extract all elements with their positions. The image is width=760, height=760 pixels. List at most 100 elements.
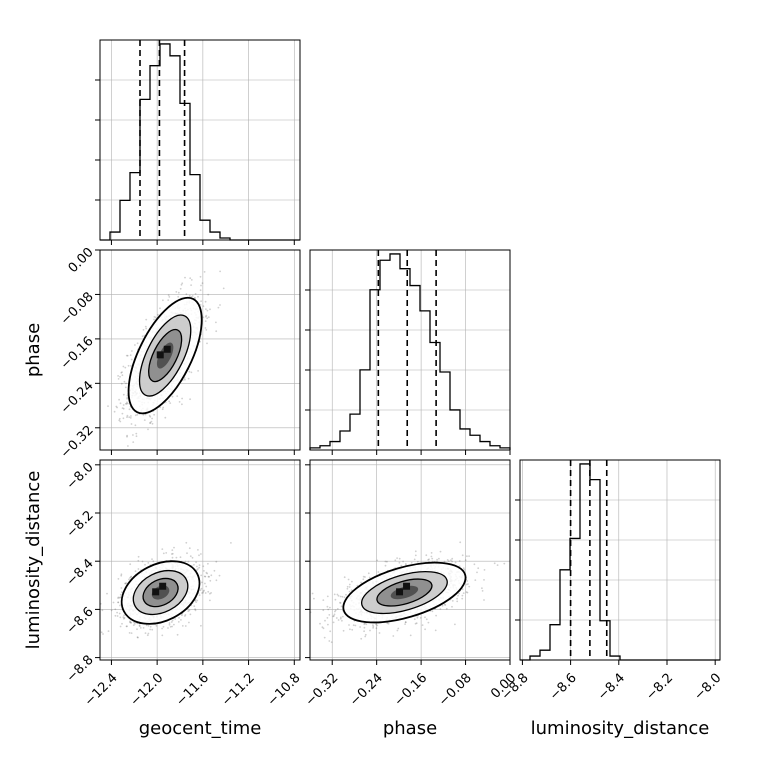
point [202, 565, 205, 568]
density-geocent-time-vs-phase-frame [99, 249, 301, 451]
point [398, 561, 401, 564]
point [132, 624, 135, 627]
point [461, 594, 464, 597]
point [142, 329, 145, 331]
point [204, 320, 207, 322]
point [322, 627, 325, 630]
point [198, 564, 201, 566]
point [178, 401, 181, 403]
x-tick-label: −0.24 [347, 671, 386, 710]
point [461, 554, 464, 557]
point [456, 597, 458, 600]
point [451, 560, 453, 563]
point [121, 374, 124, 377]
point [416, 616, 419, 619]
point [322, 599, 325, 601]
point [123, 617, 126, 619]
y-tick-label: −8.2 [64, 508, 97, 541]
point [462, 592, 465, 594]
point [326, 595, 329, 598]
point [195, 601, 198, 603]
point [207, 562, 209, 565]
point [210, 574, 213, 577]
point [117, 601, 120, 604]
point [129, 417, 132, 419]
point [198, 594, 201, 596]
point [148, 414, 151, 417]
histogram-geocent-time-steps [100, 43, 300, 241]
point [128, 416, 131, 419]
point [130, 621, 133, 624]
point [340, 605, 343, 608]
point [193, 605, 196, 608]
point [414, 550, 417, 553]
point [114, 614, 117, 617]
point [368, 576, 371, 579]
point [132, 441, 135, 443]
point [197, 549, 199, 551]
point [128, 632, 131, 634]
point [345, 593, 347, 596]
point [188, 547, 191, 550]
x-axis-label-luminosity-distance: luminosity_distance [531, 718, 710, 739]
point [222, 287, 225, 290]
point [176, 633, 179, 636]
point [493, 562, 496, 565]
point [118, 417, 121, 420]
point [200, 284, 202, 287]
x-ticks-luminosity-distance: −8.8 −8.6 −8.4 −8.2 −8.0 [499, 660, 724, 704]
point [215, 321, 217, 324]
point [188, 370, 191, 373]
point [129, 354, 132, 356]
point [138, 624, 141, 627]
y-tick-label: −8.4 [64, 556, 97, 589]
point [179, 556, 182, 559]
point [177, 295, 180, 298]
point [430, 552, 433, 554]
point [339, 617, 342, 620]
point [180, 283, 183, 286]
point [421, 624, 424, 626]
point [206, 317, 209, 320]
point [339, 602, 342, 604]
point [351, 580, 353, 583]
x-tick-label: −0.16 [392, 671, 431, 710]
point [123, 380, 126, 383]
point [465, 591, 468, 593]
point [150, 420, 153, 423]
x-ticks-geocent-time: −12.4 −12.0 −11.6 −11.2 −10.8 [82, 660, 304, 709]
point [170, 553, 173, 555]
point [116, 615, 119, 617]
point [153, 316, 156, 318]
point [139, 627, 142, 629]
point [117, 375, 119, 377]
point [414, 622, 417, 625]
point [483, 569, 486, 571]
point [151, 417, 154, 420]
point [372, 624, 374, 626]
point [450, 559, 452, 561]
point [362, 578, 365, 581]
point [175, 556, 178, 559]
point [199, 289, 202, 292]
point [365, 623, 368, 626]
point [197, 568, 199, 570]
point [193, 563, 195, 566]
point [360, 637, 363, 640]
point [209, 579, 212, 582]
point [341, 615, 344, 618]
point [174, 618, 177, 620]
point [205, 585, 208, 588]
point [337, 594, 340, 597]
point [153, 318, 155, 321]
point [162, 552, 165, 555]
point [152, 560, 155, 563]
x-ticks-phase [331, 450, 511, 455]
point [341, 619, 343, 622]
point [367, 572, 370, 575]
point [144, 325, 147, 328]
point [322, 609, 325, 612]
point [120, 371, 123, 374]
point [197, 370, 200, 372]
point [171, 549, 174, 551]
